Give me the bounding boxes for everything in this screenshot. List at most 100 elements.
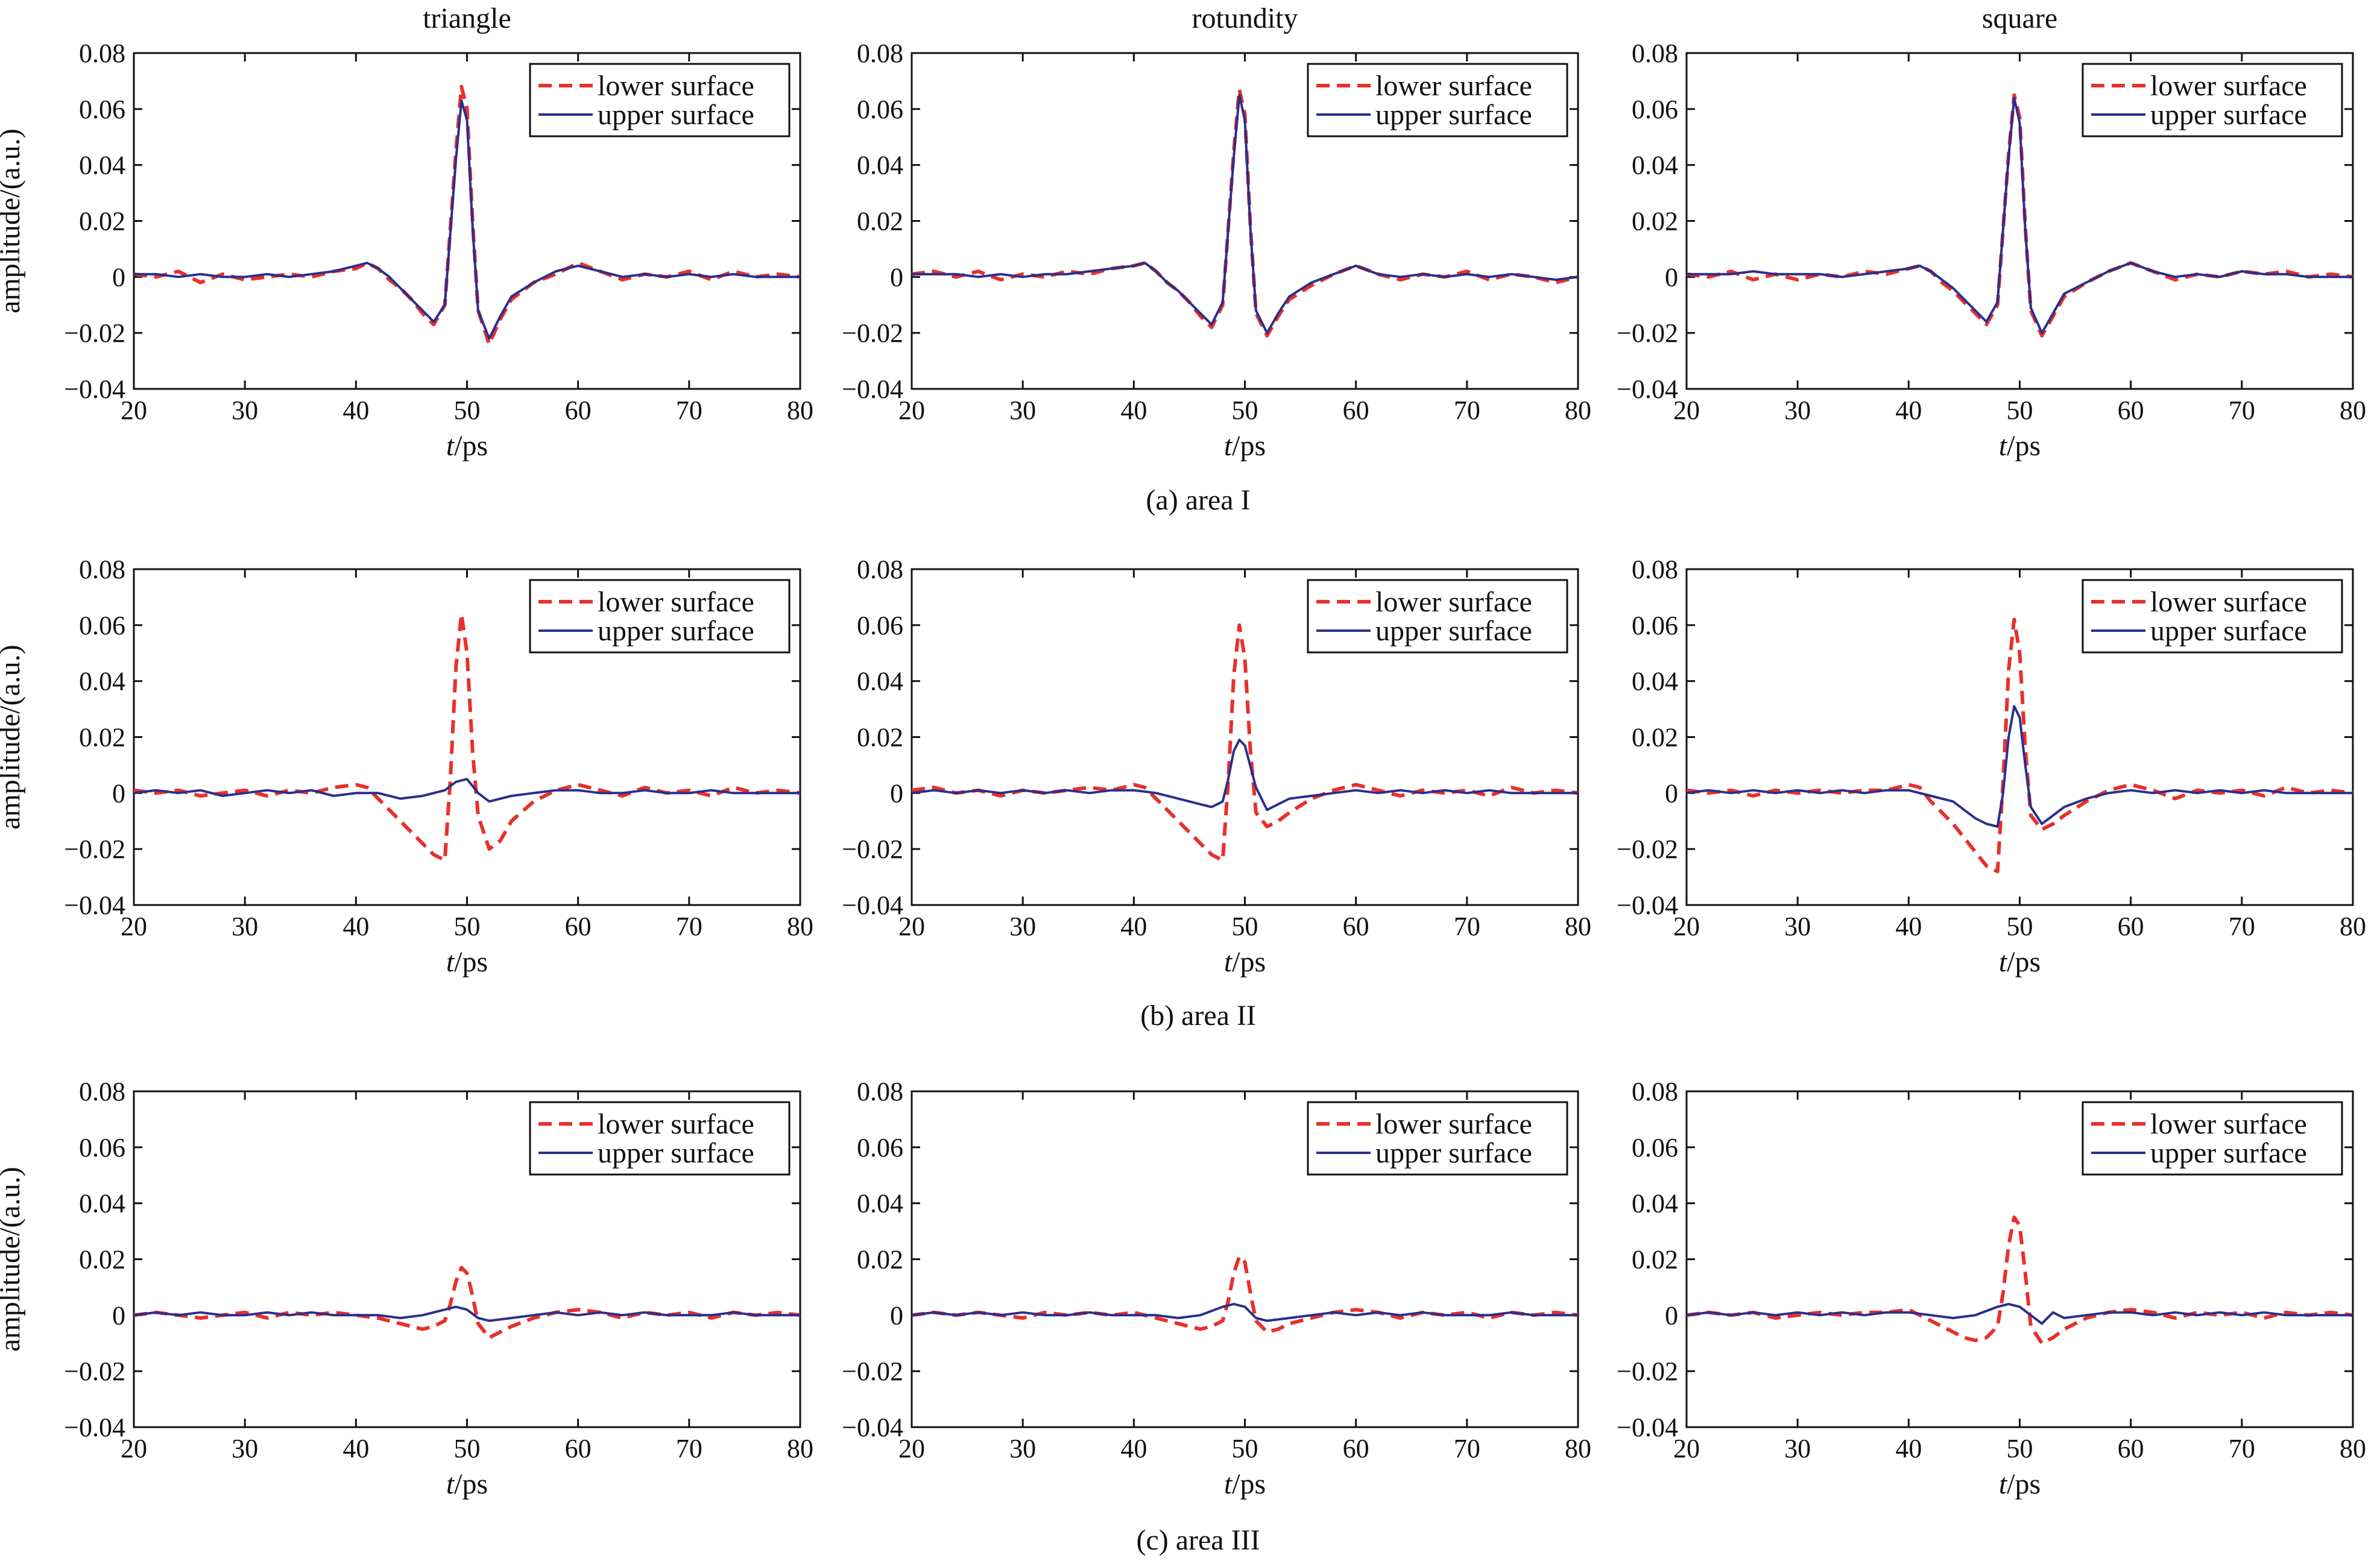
series-line-upper-surface [1687, 705, 2353, 828]
y-tick-label: 0 [1665, 262, 1678, 292]
x-tick-label: 70 [676, 396, 702, 425]
legend-box [2082, 579, 2343, 654]
y-tick-label: 0.08 [1632, 1077, 1678, 1106]
legend-label: lower surface [2150, 586, 2307, 618]
legend-box [529, 579, 791, 654]
y-tick-label: 0 [112, 778, 125, 808]
caption-area-2: (b) area II [1140, 1000, 1256, 1032]
x-axis-label-unit: /ps [454, 430, 488, 462]
x-tick-label: 50 [2007, 396, 2033, 425]
series-line-upper-surface [1687, 96, 2353, 335]
series-line-upper-surface [912, 1302, 1578, 1322]
x-tick-label: 60 [1343, 912, 1369, 941]
y-tick-label: −0.04 [64, 891, 125, 920]
y-tick-label: 0.02 [857, 723, 903, 752]
y-tick-label: 0 [890, 262, 903, 292]
y-tick-label: 0.04 [79, 1189, 125, 1219]
series-lines [912, 87, 1578, 338]
x-tick-label: 80 [1565, 396, 1591, 425]
legend-box [2082, 1101, 2343, 1176]
series-line-upper-surface [134, 1305, 800, 1322]
y-tick-label: 0.06 [1632, 95, 1678, 124]
legend-label: upper surface [598, 615, 754, 647]
y-tick-label: 0.04 [79, 667, 125, 696]
y-tick-label: −0.04 [842, 374, 903, 404]
y-tick-label: −0.02 [1617, 318, 1678, 348]
y-tick-label: −0.04 [64, 1413, 125, 1442]
y-tick-label: 0.02 [79, 207, 125, 236]
x-tick-label: 50 [454, 396, 481, 425]
legend-label: upper surface [2150, 615, 2307, 647]
y-tick-label: −0.02 [1617, 1357, 1678, 1386]
y-tick-label: 0.06 [857, 611, 903, 640]
legend-box [1307, 579, 1568, 654]
x-tick-label: 40 [1895, 396, 1922, 425]
legend-box [529, 1101, 791, 1176]
x-tick-label: 30 [1009, 396, 1036, 425]
y-tick-label: 0.04 [1632, 1189, 1678, 1219]
y-tick-label: −0.04 [1617, 374, 1678, 404]
x-tick-label: 70 [1454, 396, 1480, 425]
x-tick-label: 30 [1009, 912, 1036, 941]
y-tick-label: 0 [890, 1301, 903, 1330]
y-tick-label: 0.04 [857, 151, 903, 180]
chart-panel-6: 20 30 40 50 60 70 80 −0.04 −0.02 0 0.02 0.04 0.06 0.0… [1617, 555, 2366, 978]
x-tick-label: 60 [1343, 396, 1369, 425]
y-tick-label: −0.04 [842, 1413, 903, 1442]
x-tick-label: 70 [2229, 1434, 2255, 1463]
chart-panel-3: 20 30 40 50 60 70 80 −0.04 −0.02 0 0.02 0.04 0.06 0.0… [1617, 2, 2366, 462]
panels: 20 30 40 50 60 70 80 −0.04 −0.02 0 0.02 0.04 0.06 0.0… [0, 2, 2366, 1500]
x-axis-label: t/ps [1999, 430, 2041, 462]
x-tick-label: 60 [2118, 1434, 2144, 1463]
legend-box [1307, 63, 1568, 137]
x-tick-label: 60 [2118, 396, 2144, 425]
x-tick-label: 80 [2340, 396, 2366, 425]
y-tick-label: 0 [112, 1301, 125, 1330]
legend-label: upper surface [1375, 1137, 1532, 1169]
x-axis-label: t/ps [1999, 1468, 2041, 1500]
legend-box [2082, 63, 2343, 137]
y-tick-label: 0.06 [1632, 611, 1678, 640]
legend-label: upper surface [598, 1137, 754, 1169]
x-tick-label: 50 [454, 1434, 481, 1463]
series-lines [134, 1266, 800, 1340]
series-lines [912, 1254, 1578, 1334]
x-tick-label: 60 [565, 912, 592, 941]
x-tick-label: 20 [898, 396, 925, 425]
x-tick-label: 20 [898, 1434, 925, 1463]
x-tick-label: 40 [1120, 396, 1147, 425]
legend-label: lower surface [598, 1108, 754, 1140]
y-tick-label: 0 [112, 262, 125, 292]
x-tick-label: 70 [1454, 1434, 1480, 1463]
x-axis-label-variable: t [446, 1468, 455, 1500]
x-tick-label: 20 [121, 1434, 147, 1463]
x-tick-label: 80 [787, 396, 813, 425]
x-axis-label-variable: t [1999, 430, 2008, 462]
chart-panel-1: 20 30 40 50 60 70 80 −0.04 −0.02 0 0.02 0.04 0.06 0.0… [0, 2, 813, 462]
y-tick-label: 0.08 [79, 1077, 125, 1106]
x-axis-label-unit: /ps [454, 946, 488, 978]
y-tick-label: 0.06 [79, 611, 125, 640]
x-tick-label: 80 [787, 1434, 813, 1463]
x-tick-label: 20 [898, 912, 925, 941]
series-lines [912, 623, 1578, 862]
y-tick-label: 0.08 [1632, 555, 1678, 584]
panel-title: rotundity [1192, 2, 1298, 34]
series-line-upper-surface [134, 99, 800, 340]
x-tick-label: 30 [1009, 1434, 1036, 1463]
x-tick-label: 30 [232, 912, 258, 941]
y-tick-label: 0.04 [857, 1189, 903, 1219]
series-line-upper-surface [1687, 1302, 2353, 1325]
x-tick-label: 20 [1673, 396, 1700, 425]
x-tick-label: 70 [2229, 912, 2255, 941]
legend-box [529, 63, 791, 137]
y-tick-label: 0.08 [857, 39, 903, 68]
legend-label: lower surface [1375, 70, 1532, 102]
